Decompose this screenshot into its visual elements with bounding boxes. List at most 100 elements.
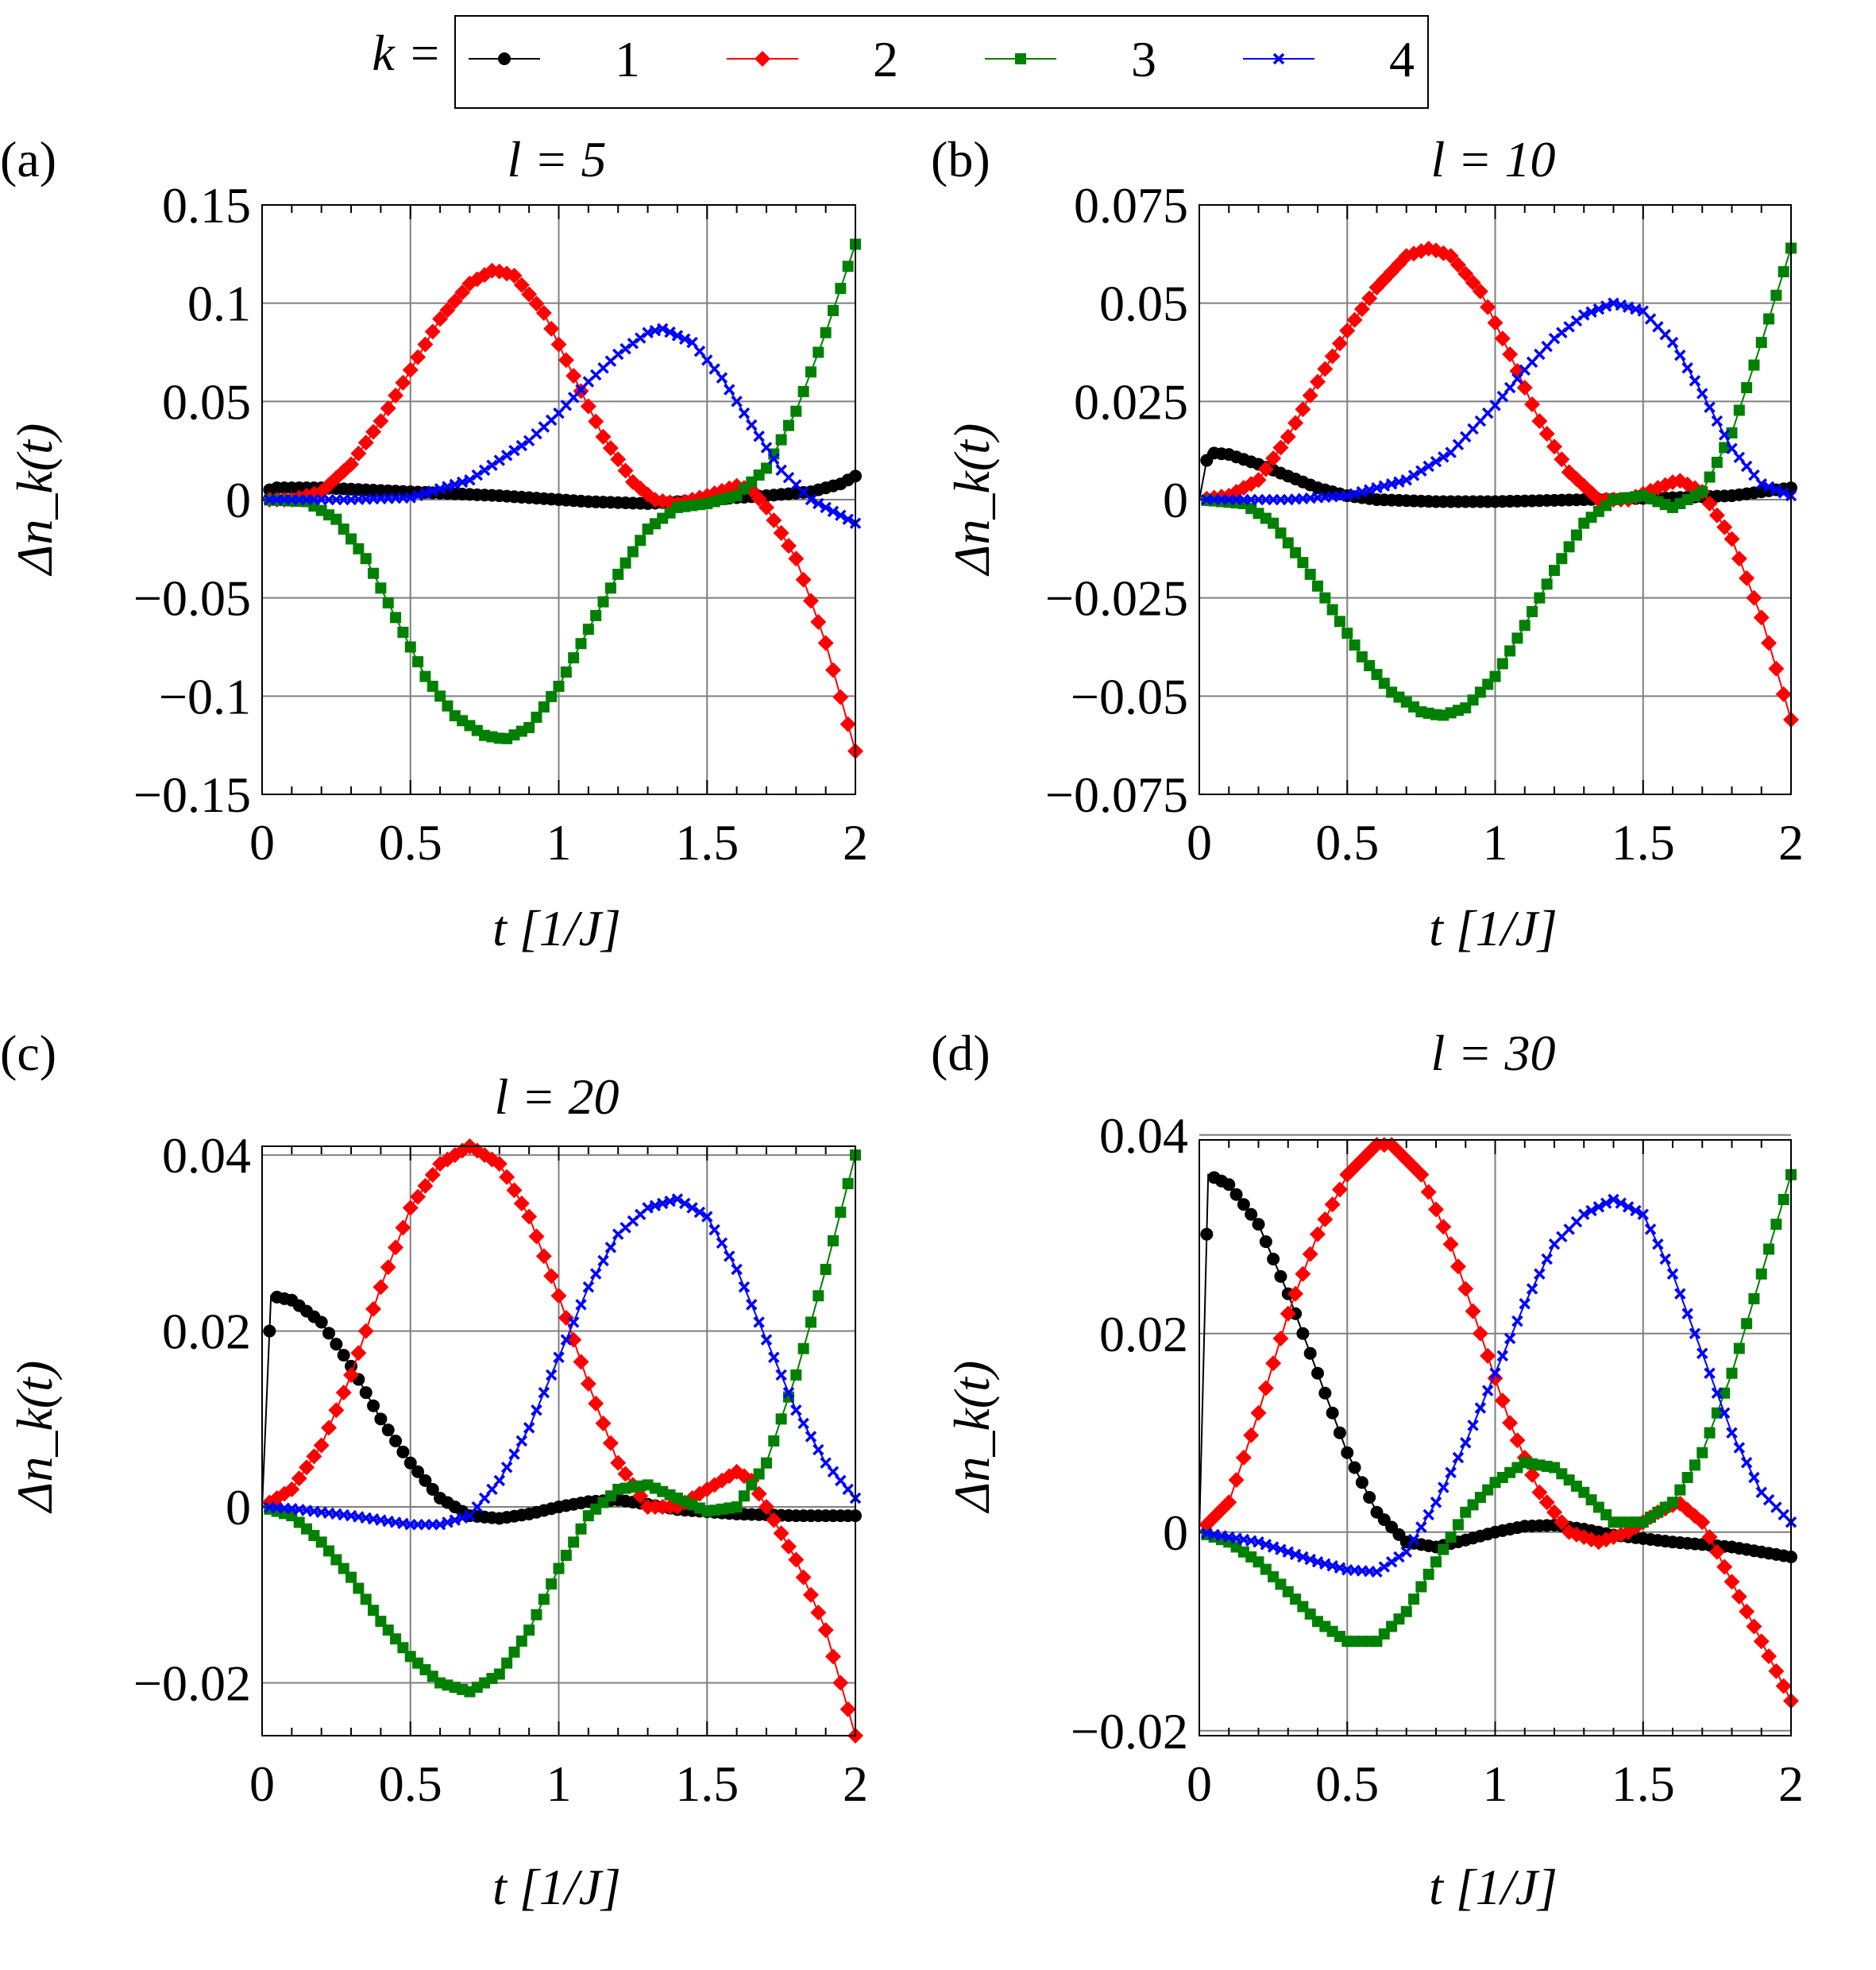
point-k4-b bbox=[1755, 477, 1767, 490]
plot-frame-a bbox=[261, 204, 856, 795]
point-k2-c bbox=[617, 1466, 634, 1482]
point-k3-c bbox=[531, 1609, 542, 1620]
point-k2-b bbox=[1457, 265, 1474, 282]
point-k3-b bbox=[1741, 382, 1753, 394]
y-tick-label-c: 0.04 bbox=[162, 1127, 251, 1184]
point-k1-c bbox=[389, 1435, 403, 1447]
point-k2-d bbox=[1295, 1265, 1311, 1282]
point-k2-b bbox=[1272, 439, 1289, 456]
point-k3-a bbox=[790, 405, 802, 417]
xlabel-d: t [1/J] bbox=[1429, 1859, 1558, 1915]
point-k2-c bbox=[840, 1701, 856, 1717]
point-k2-d bbox=[1701, 1529, 1718, 1545]
point-k4-c bbox=[523, 1422, 535, 1434]
point-k3-d bbox=[1763, 1243, 1775, 1255]
point-k4-c bbox=[531, 1404, 542, 1416]
point-k3-a bbox=[442, 700, 454, 712]
point-k2-d bbox=[1480, 1347, 1496, 1364]
point-k4-c bbox=[797, 1417, 809, 1430]
point-k3-c bbox=[835, 1207, 847, 1219]
point-k2-a bbox=[506, 268, 523, 284]
point-k2-b bbox=[1761, 635, 1778, 651]
point-k3-a bbox=[368, 567, 380, 579]
point-k2-a bbox=[432, 311, 449, 327]
point-k2-d bbox=[1280, 1305, 1296, 1322]
point-k1-d bbox=[1259, 1235, 1272, 1249]
series-k2-b bbox=[1199, 241, 1799, 728]
point-k2-a bbox=[410, 349, 427, 365]
point-k4-d bbox=[1467, 1420, 1479, 1431]
point-k2-c bbox=[535, 1248, 552, 1265]
legend-item-k3: 3 bbox=[985, 31, 1156, 87]
point-k3-b bbox=[1748, 359, 1760, 371]
point-k4-d bbox=[1674, 1288, 1686, 1300]
point-k3-d bbox=[1452, 1519, 1464, 1531]
point-k2-d bbox=[1509, 1432, 1526, 1449]
point-k1-d bbox=[1296, 1327, 1310, 1340]
point-k2-b bbox=[1716, 519, 1733, 535]
legend-item-k2: 2 bbox=[727, 31, 898, 87]
point-k4-a bbox=[411, 489, 424, 501]
point-k4-c bbox=[656, 1197, 669, 1210]
point-k3-b bbox=[1770, 289, 1782, 301]
x-tick-label-c: 1 bbox=[546, 1756, 572, 1812]
point-k2-c bbox=[506, 1182, 523, 1199]
point-k4-a bbox=[508, 444, 520, 457]
point-k4-b bbox=[1770, 484, 1782, 496]
y-tick-label-b: 0.05 bbox=[1099, 276, 1188, 332]
y-tick-label-b: −0.05 bbox=[1071, 668, 1188, 724]
point-k3-c bbox=[375, 1616, 387, 1628]
point-k4-d bbox=[1608, 1193, 1619, 1206]
x-tick-label-d: 1 bbox=[1483, 1756, 1508, 1812]
point-k3-a bbox=[835, 283, 847, 295]
point-k4-c bbox=[693, 1206, 706, 1219]
point-k4-d bbox=[1445, 1466, 1457, 1478]
series-k4-c bbox=[261, 1193, 862, 1531]
point-k4-d bbox=[1460, 1437, 1472, 1449]
point-k3-c bbox=[820, 1264, 832, 1276]
point-k4-a bbox=[813, 497, 824, 510]
point-k4-c bbox=[500, 1461, 513, 1474]
point-k4-c bbox=[449, 1514, 461, 1526]
point-k2-d bbox=[1250, 1404, 1267, 1421]
point-k4-b bbox=[1504, 381, 1516, 394]
point-k2-d bbox=[1465, 1303, 1481, 1319]
panel-title-c: l = 20 bbox=[495, 1068, 620, 1125]
point-k4-b bbox=[1733, 451, 1746, 464]
point-k2-d bbox=[1524, 1466, 1541, 1483]
point-k3-a bbox=[338, 523, 349, 535]
y-tick-label-b: 0.075 bbox=[1074, 177, 1188, 234]
point-k4-a bbox=[716, 372, 728, 384]
point-k2-b bbox=[1708, 507, 1725, 523]
point-k3-d bbox=[1748, 1293, 1760, 1304]
x-tick-label-c: 0.5 bbox=[379, 1756, 442, 1812]
point-k3-c bbox=[546, 1578, 558, 1590]
point-k2-b bbox=[1331, 335, 1348, 352]
point-k4-b bbox=[1415, 465, 1427, 477]
point-k2-c bbox=[388, 1239, 404, 1256]
point-k3-a bbox=[345, 533, 357, 545]
point-k4-c bbox=[456, 1512, 469, 1524]
point-k3-c bbox=[775, 1413, 787, 1425]
x-tick-label-d: 0 bbox=[1187, 1756, 1212, 1812]
point-k2-d bbox=[1302, 1246, 1318, 1262]
point-k1-c bbox=[367, 1399, 380, 1412]
point-k3-a bbox=[597, 596, 609, 608]
point-k4-a bbox=[678, 333, 691, 346]
point-k3-a bbox=[612, 568, 624, 580]
point-k4-a bbox=[738, 407, 751, 419]
point-k2-c bbox=[824, 1648, 841, 1665]
point-k3-c bbox=[508, 1646, 520, 1658]
point-k1-c bbox=[426, 1482, 439, 1496]
x-tick-label-d: 0.5 bbox=[1315, 1756, 1379, 1812]
point-k2-c bbox=[328, 1402, 345, 1419]
point-k4-d bbox=[1541, 1253, 1553, 1265]
point-k3-c bbox=[805, 1316, 816, 1328]
point-k4-c bbox=[545, 1369, 558, 1381]
point-k2-a bbox=[357, 435, 374, 451]
point-k3-b bbox=[1556, 553, 1568, 565]
point-k4-d bbox=[1718, 1407, 1731, 1419]
point-k1-d bbox=[1311, 1366, 1324, 1380]
point-k2-b bbox=[1538, 426, 1555, 442]
point-k2-d bbox=[1716, 1559, 1733, 1575]
